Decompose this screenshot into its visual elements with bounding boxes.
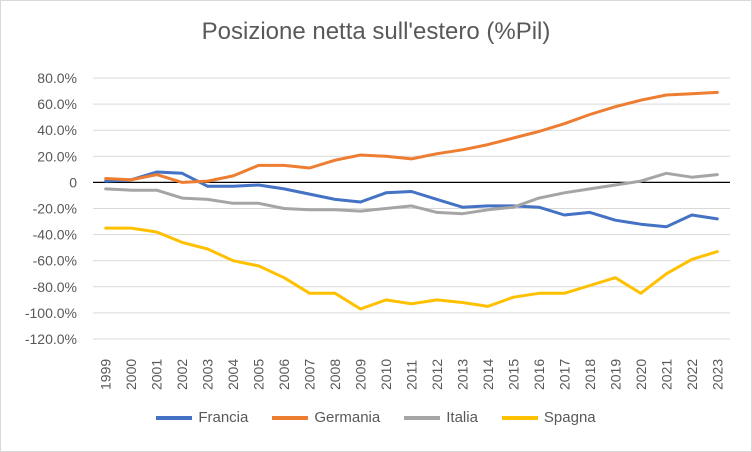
x-tick-label: 2020 bbox=[633, 359, 649, 390]
x-tick-label: 1999 bbox=[98, 359, 114, 390]
x-tick-label: 2018 bbox=[582, 359, 598, 390]
x-tick-label: 2000 bbox=[123, 359, 139, 390]
series-line-germania bbox=[104, 90, 719, 184]
legend-label: Francia bbox=[198, 409, 249, 426]
legend-swatch bbox=[272, 415, 309, 420]
y-tick-label: -120.0% bbox=[25, 331, 77, 347]
x-tick-label: 2008 bbox=[327, 359, 343, 390]
gridlines bbox=[93, 77, 730, 340]
x-tick-label: 2016 bbox=[531, 359, 547, 390]
x-tick-label: 2023 bbox=[709, 359, 725, 390]
x-tick-label: 2017 bbox=[556, 359, 572, 390]
legend-swatch bbox=[501, 415, 538, 420]
x-tick-label: 2001 bbox=[149, 359, 165, 390]
x-axis-labels: 1999 2000 2001 2002 2003 2004 2005 2006 2007 2008… bbox=[98, 359, 726, 390]
x-tick-label: 2014 bbox=[480, 359, 496, 390]
x-tick-label: 2021 bbox=[658, 359, 674, 390]
x-tick-label: 2019 bbox=[607, 359, 623, 390]
x-tick-label: 2011 bbox=[404, 360, 420, 390]
x-tick-label: 2010 bbox=[378, 359, 394, 390]
legend-swatch bbox=[404, 415, 441, 420]
y-tick-label: 60.0% bbox=[37, 96, 77, 112]
x-tick-label: 2006 bbox=[276, 359, 292, 390]
y-tick-label: -80.0% bbox=[33, 279, 77, 295]
y-tick-label: 40.0% bbox=[37, 122, 77, 138]
series-line-francia bbox=[104, 170, 719, 229]
y-tick-label: 20.0% bbox=[37, 148, 77, 164]
legend-label: Germania bbox=[314, 409, 381, 426]
legend-label: Spagna bbox=[543, 409, 596, 426]
legend: Francia Germania Italia Spagna bbox=[0, 409, 752, 426]
y-tick-label: -60.0% bbox=[33, 253, 77, 269]
legend-label: Italia bbox=[446, 409, 478, 426]
y-tick-label: -40.0% bbox=[33, 227, 77, 243]
series-line-italia bbox=[104, 171, 719, 216]
x-tick-label: 2015 bbox=[505, 359, 521, 390]
x-tick-label: 2012 bbox=[429, 359, 445, 390]
x-tick-label: 2003 bbox=[200, 359, 216, 390]
x-tick-label: 2022 bbox=[684, 359, 700, 390]
legend-item-spagna: Spagna bbox=[501, 409, 596, 426]
legend-item-germania: Germania bbox=[272, 409, 380, 426]
x-tick-label: 2002 bbox=[174, 359, 190, 390]
x-tick-label: 2005 bbox=[251, 359, 267, 390]
x-tick-label: 2004 bbox=[225, 359, 241, 390]
legend-item-italia: Italia bbox=[404, 409, 478, 426]
y-tick-label: 0 bbox=[69, 174, 77, 190]
legend-item-francia: Francia bbox=[156, 409, 248, 426]
legend-swatch bbox=[156, 415, 193, 420]
x-tick-label: 2009 bbox=[353, 359, 369, 390]
y-tick-label: -100.0% bbox=[25, 305, 77, 321]
y-tick-label: 80.0% bbox=[37, 70, 77, 86]
x-tick-label: 2007 bbox=[302, 359, 318, 390]
series-lines bbox=[104, 90, 719, 311]
y-axis-labels: 80.0% 60.0% 40.0% 20.0% 0 -20.0% -40.0% -60.0% -… bbox=[25, 70, 77, 347]
x-tick-label: 2013 bbox=[454, 359, 470, 390]
series-line-spagna bbox=[104, 226, 719, 311]
y-tick-label: -20.0% bbox=[33, 201, 77, 217]
chart-title: Posizione netta sull'estero (%Pil) bbox=[201, 18, 551, 45]
